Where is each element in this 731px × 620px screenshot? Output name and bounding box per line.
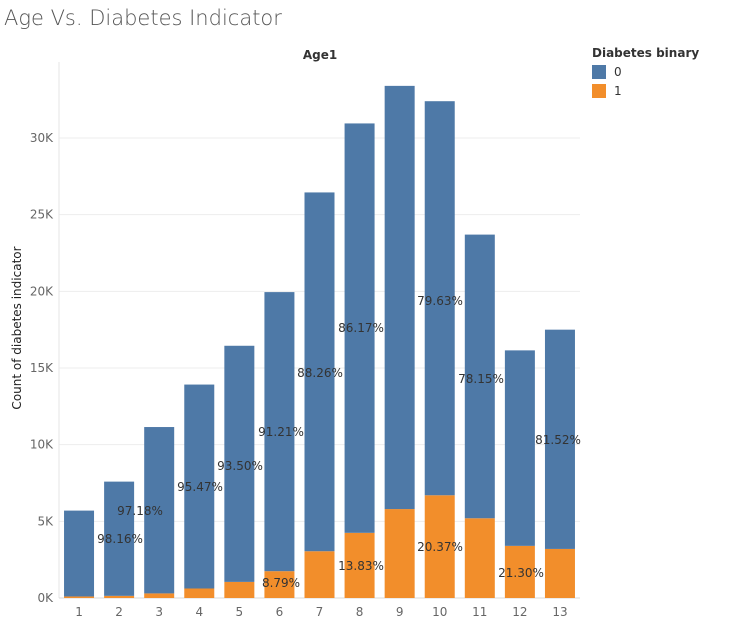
data-label-7: 88.26% <box>297 366 343 380</box>
legend-item-0[interactable]: 0 <box>592 65 699 79</box>
y-axis-label: Count of diabetes indicator <box>10 246 24 409</box>
x-tick-label-7: 7 <box>316 605 324 619</box>
data-label-11: 20.37% <box>417 540 463 554</box>
x-tick-label-4: 4 <box>195 605 203 619</box>
page-title: Age Vs. Diabetes Indicator <box>4 6 282 30</box>
x-tick-label-6: 6 <box>276 605 284 619</box>
bar-8-series-0 <box>344 123 375 533</box>
bar-3-series-1 <box>144 593 175 598</box>
y-tick-label-6: 30K <box>30 131 54 145</box>
bar-10-series-0 <box>424 101 455 496</box>
bar-10-series-1 <box>424 495 455 598</box>
data-label-4: 93.50% <box>217 459 263 473</box>
bar-4-series-0 <box>184 384 215 589</box>
data-label-12: 78.15% <box>458 372 504 386</box>
data-label-1: 98.16% <box>97 532 143 546</box>
bar-7-series-1 <box>304 551 335 598</box>
bar-12-series-1 <box>504 545 535 598</box>
legend-swatch-1 <box>592 84 606 98</box>
x-tick-label-11: 11 <box>472 605 487 619</box>
data-label-9: 13.83% <box>338 559 384 573</box>
bar-7-series-0 <box>304 192 335 552</box>
bar-11-series-1 <box>464 518 495 598</box>
data-label-5: 91.21% <box>258 425 304 439</box>
bar-4-series-1 <box>184 588 215 598</box>
y-tick-label-3: 15K <box>30 361 54 375</box>
bar-13-series-1 <box>544 548 575 598</box>
bar-11-series-0 <box>464 234 495 519</box>
x-tick-label-3: 3 <box>155 605 163 619</box>
bar-5-series-1 <box>224 581 255 598</box>
data-label-14: 81.52% <box>535 433 581 447</box>
data-label-8: 86.17% <box>338 321 384 335</box>
x-tick-label-2: 2 <box>115 605 123 619</box>
legend-swatch-0 <box>592 65 606 79</box>
data-label-2: 97.18% <box>117 504 163 518</box>
bar-13-series-0 <box>544 329 575 549</box>
bar-1-series-0 <box>64 510 95 597</box>
bar-6-series-0 <box>264 292 295 572</box>
bar-12-series-0 <box>504 350 535 546</box>
legend-label-1: 1 <box>614 84 622 98</box>
legend-title: Diabetes binary <box>592 46 700 60</box>
data-label-3: 95.47% <box>177 480 223 494</box>
legend: Diabetes binary 0 1 <box>592 46 699 98</box>
x-tick-label-8: 8 <box>356 605 364 619</box>
column-header: Age1 <box>303 48 337 62</box>
x-tick-label-10: 10 <box>432 605 447 619</box>
bar-9-series-1 <box>384 509 415 598</box>
y-tick-label-1: 5K <box>37 514 54 528</box>
bar-6-series-1 <box>264 571 295 598</box>
bar-3-series-0 <box>144 427 175 594</box>
y-tick-label-0: 0K <box>37 591 54 605</box>
bar-8-series-1 <box>344 532 375 598</box>
x-tick-label-12: 12 <box>512 605 527 619</box>
x-tick-label-5: 5 <box>236 605 244 619</box>
y-tick-label-5: 25K <box>30 208 54 222</box>
bar-5-series-0 <box>224 345 255 582</box>
bar-1-series-1 <box>64 596 95 598</box>
x-tick-label-1: 1 <box>75 605 83 619</box>
data-label-13: 21.30% <box>498 566 544 580</box>
y-tick-label-2: 10K <box>30 438 54 452</box>
x-tick-label-13: 13 <box>552 605 567 619</box>
legend-item-1[interactable]: 1 <box>592 84 699 98</box>
x-tick-label-9: 9 <box>396 605 404 619</box>
bar-9-series-0 <box>384 85 415 510</box>
data-label-6: 8.79% <box>262 576 300 590</box>
y-tick-label-4: 20K <box>30 284 54 298</box>
legend-label-0: 0 <box>614 65 622 79</box>
bar-2-series-1 <box>104 595 135 598</box>
data-label-10: 79.63% <box>417 294 463 308</box>
bar-2-series-0 <box>104 481 135 596</box>
